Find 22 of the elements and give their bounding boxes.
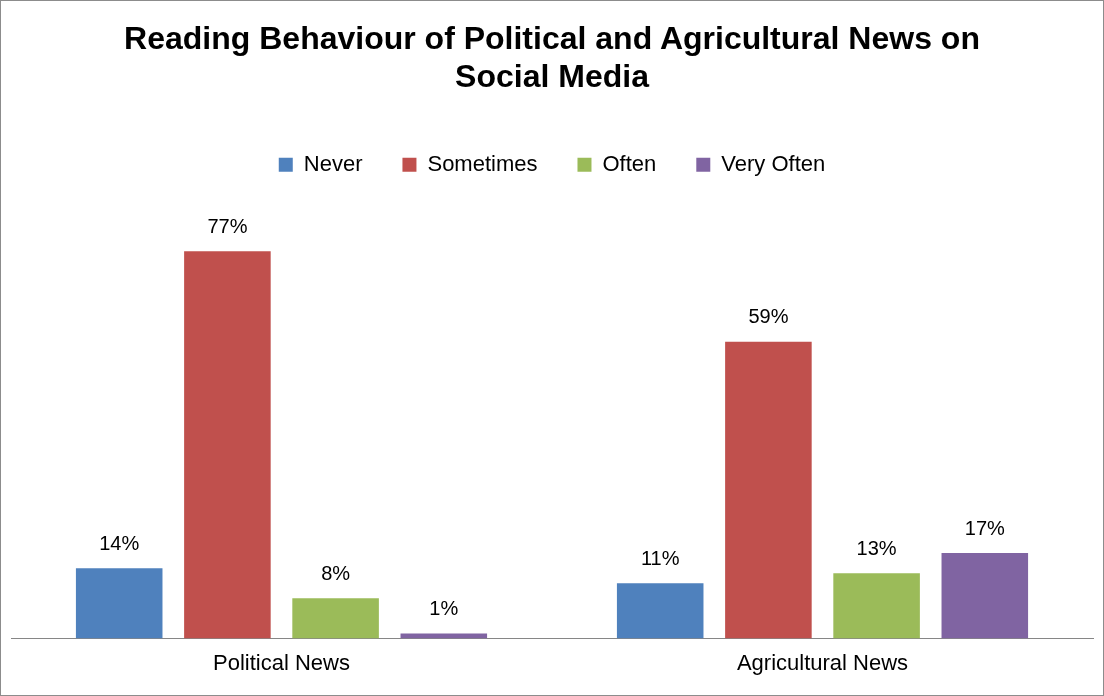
bar — [292, 598, 379, 639]
legend-label: Very Often — [721, 150, 826, 176]
data-label: 8% — [321, 561, 351, 584]
legend-label: Often — [602, 150, 657, 176]
x-tick-label: Political News — [213, 649, 350, 675]
data-label: 59% — [748, 305, 789, 328]
bar — [75, 568, 163, 639]
data-label: 11% — [640, 546, 680, 569]
chart-title: Reading Behaviour of Political and Agricultural News on Social Media — [124, 20, 980, 95]
bar — [725, 341, 812, 639]
legend-label: Sometimes — [427, 150, 538, 176]
data-label: 17% — [964, 516, 1006, 539]
x-tick-label: Agricultural News — [736, 649, 909, 675]
bar — [184, 251, 271, 639]
bar — [833, 573, 920, 639]
bar — [616, 583, 704, 639]
data-label: 77% — [207, 214, 248, 237]
data-label: 1% — [429, 597, 459, 620]
legend-label: Never — [303, 150, 363, 176]
data-label: 13% — [856, 536, 897, 559]
data-label: 14% — [99, 531, 140, 554]
bar — [941, 553, 1029, 639]
